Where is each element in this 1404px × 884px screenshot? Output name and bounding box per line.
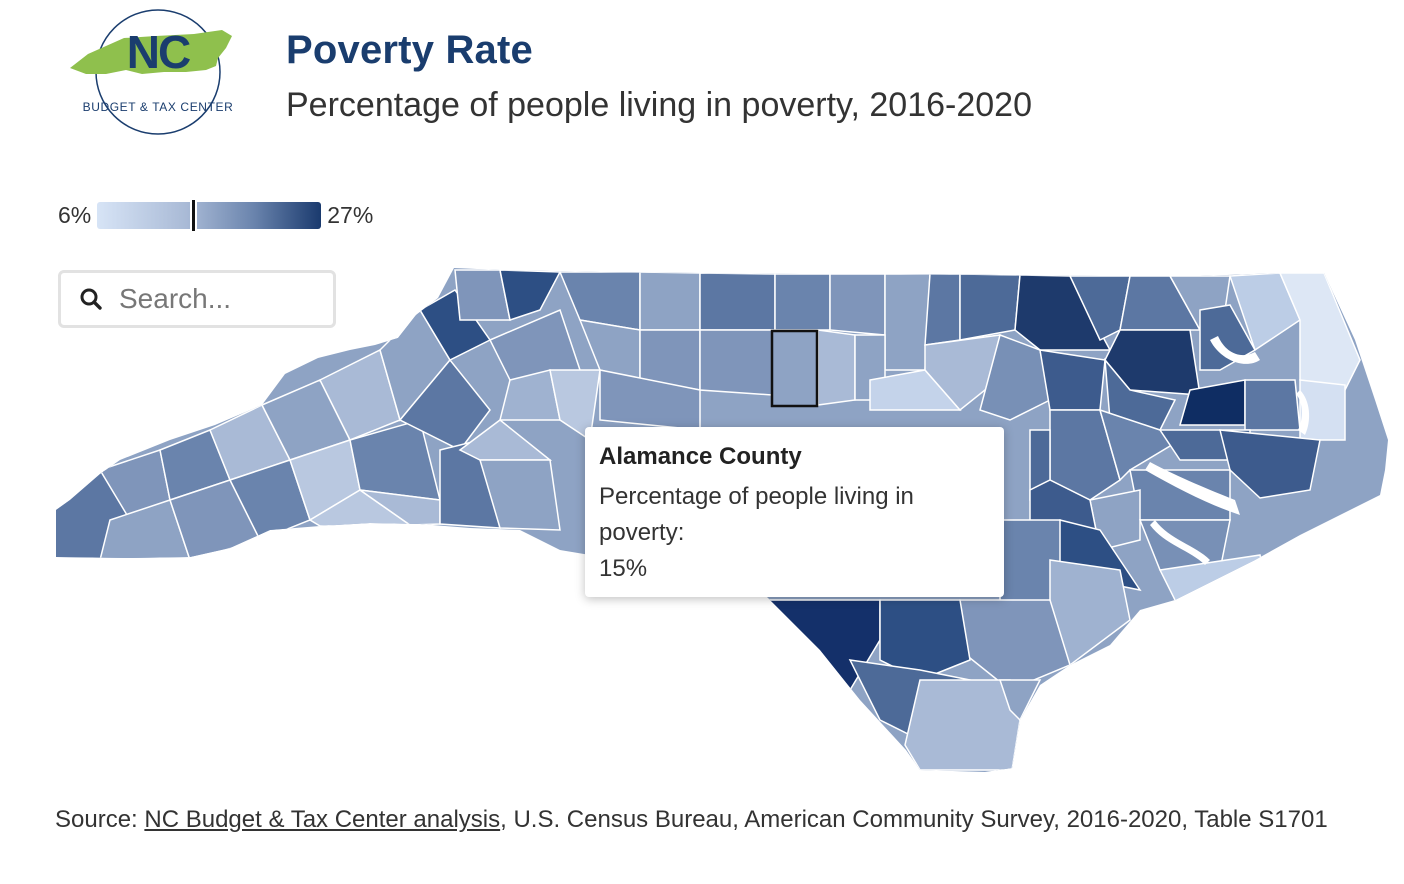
tooltip-value: 15%	[599, 555, 648, 582]
search-box[interactable]	[58, 270, 336, 328]
county-tooltip: Alamance County Percentage of people liv…	[585, 427, 1004, 597]
county-alamance[interactable]	[770, 329, 819, 408]
chart-title: Poverty Rate	[286, 28, 533, 72]
source-prefix: Source:	[55, 806, 145, 833]
legend-min-label: 6%	[58, 201, 92, 228]
nc-budget-tax-center-logo: NC BUDGET & TAX CENTER	[70, 9, 234, 135]
legend-value-marker	[192, 199, 196, 231]
color-legend: 6% 27%	[58, 199, 373, 231]
search-icon	[80, 288, 102, 310]
chart-subtitle: Percentage of people living in poverty, …	[286, 86, 1032, 124]
legend-gradient-bar	[97, 199, 322, 231]
legend-max-label: 27%	[327, 201, 374, 228]
source-link[interactable]: NC Budget & Tax Center analysis	[144, 806, 501, 833]
logo-text: NC	[127, 26, 190, 78]
logo-subtext: BUDGET & TAX CENTER	[83, 100, 234, 114]
tooltip-label: Percentage of people living in poverty:	[599, 483, 914, 546]
source-note: Source: NC Budget & Tax Center analysis,…	[55, 802, 1355, 838]
search-input[interactable]	[117, 282, 321, 316]
tooltip-county-name: Alamance County	[599, 443, 802, 470]
source-rest: , U.S. Census Bureau, American Community…	[500, 806, 1328, 833]
coastal-sounds	[1145, 336, 1310, 565]
